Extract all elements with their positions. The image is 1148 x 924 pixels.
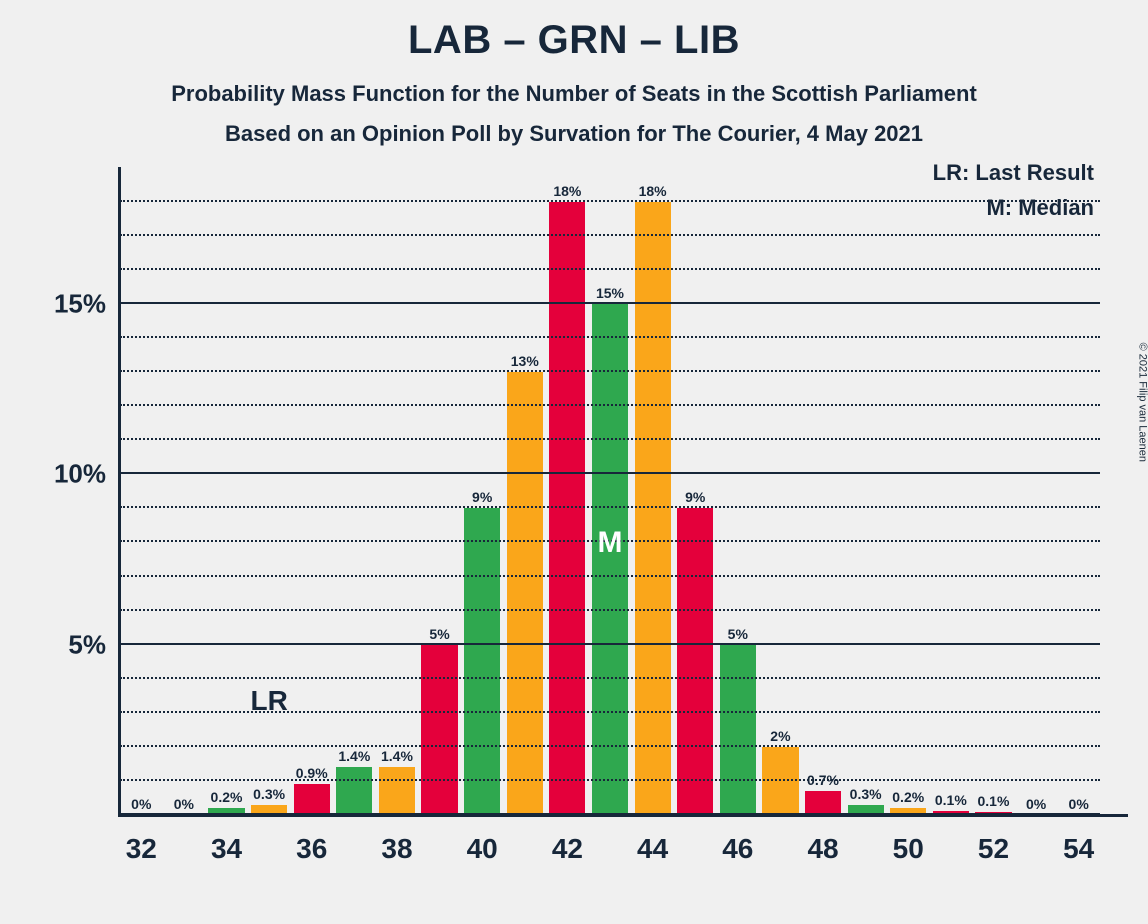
grid-minor <box>120 575 1100 577</box>
bars-container: 0%0%0.2%0.3%0.9%1.4%1.4%5%9%13%18%15%18%… <box>120 195 1100 815</box>
x-tick-label: 46 <box>722 815 753 865</box>
grid-minor <box>120 370 1100 372</box>
bar-value-label: 0.2% <box>892 789 924 808</box>
grid-minor <box>120 200 1100 202</box>
x-tick-label: 50 <box>893 815 924 865</box>
bar: 9% <box>677 508 713 815</box>
grid-minor <box>120 745 1100 747</box>
x-tick-label: 48 <box>807 815 838 865</box>
bar: 1.4% <box>336 767 372 815</box>
grid-minor <box>120 506 1100 508</box>
grid-minor <box>120 779 1100 781</box>
bar-value-label: 0.1% <box>977 793 1009 812</box>
bar: 0.9% <box>294 784 330 815</box>
bar: 5% <box>421 645 457 815</box>
y-tick-label: 15% <box>54 289 120 320</box>
x-tick-label: 52 <box>978 815 1009 865</box>
last-result-mark: LR <box>250 685 287 717</box>
x-tick-label: 32 <box>126 815 157 865</box>
grid-major <box>120 472 1100 474</box>
copyright-text: © 2021 Filip van Laenen <box>1136 343 1148 462</box>
grid-major <box>120 813 1100 815</box>
grid-major <box>120 643 1100 645</box>
bar-value-label: 1.4% <box>381 748 413 767</box>
x-tick-label: 40 <box>467 815 498 865</box>
x-tick-label: 44 <box>637 815 668 865</box>
bar: 9% <box>464 508 500 815</box>
x-tick-label: 38 <box>381 815 412 865</box>
bar-value-label: 0.7% <box>807 772 839 791</box>
grid-minor <box>120 677 1100 679</box>
titles-block: LAB – GRN – LIB Probability Mass Functio… <box>0 0 1148 147</box>
grid-minor <box>120 268 1100 270</box>
bar-value-label: 0.3% <box>850 786 882 805</box>
x-tick-label: 34 <box>211 815 242 865</box>
x-tick-label: 36 <box>296 815 327 865</box>
grid-minor <box>120 404 1100 406</box>
bar-value-label: 0.1% <box>935 792 967 811</box>
chart-title: LAB – GRN – LIB <box>0 18 1148 63</box>
bar-value-label: 0.9% <box>296 765 328 784</box>
y-tick-label: 10% <box>54 459 120 490</box>
chart-subtitle-2: Based on an Opinion Poll by Survation fo… <box>0 121 1148 147</box>
grid-minor <box>120 609 1100 611</box>
bar-value-label: 0.3% <box>253 786 285 805</box>
y-tick-label: 5% <box>68 629 120 660</box>
bar: 5% <box>720 645 756 815</box>
chart-plot-area: LR: Last Result M: Median 0%0%0.2%0.3%0.… <box>120 195 1100 815</box>
x-tick-label: 54 <box>1063 815 1094 865</box>
median-mark: M <box>598 526 623 560</box>
grid-minor <box>120 336 1100 338</box>
grid-minor <box>120 438 1100 440</box>
x-tick-label: 42 <box>552 815 583 865</box>
bar-value-label: 1.4% <box>338 748 370 767</box>
grid-major <box>120 302 1100 304</box>
bar-value-label: 0.2% <box>211 789 243 808</box>
chart-subtitle-1: Probability Mass Function for the Number… <box>0 81 1148 107</box>
bar: 0.7% <box>805 791 841 815</box>
legend-lr: LR: Last Result <box>933 155 1094 190</box>
bar: 2% <box>762 747 798 815</box>
bar: 1.4% <box>379 767 415 815</box>
grid-minor <box>120 234 1100 236</box>
